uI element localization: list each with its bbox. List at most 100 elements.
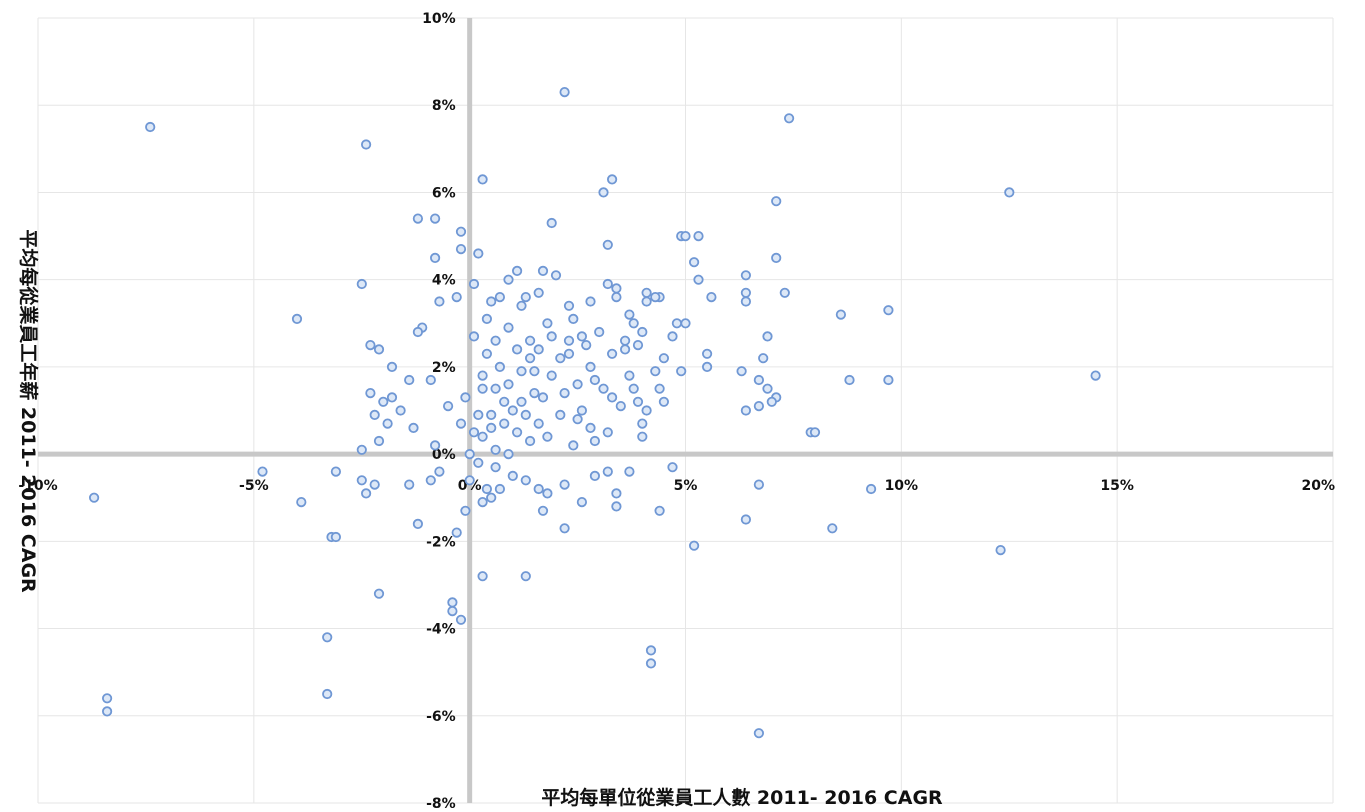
data-point (486, 422, 497, 433)
data-point (581, 339, 592, 351)
data-point (386, 361, 398, 372)
data-point (758, 353, 769, 364)
data-point (520, 409, 531, 420)
data-point (494, 291, 505, 303)
data-point (680, 231, 691, 242)
data-point (611, 488, 622, 499)
data-point (606, 348, 618, 359)
data-point (477, 174, 488, 185)
data-point (602, 239, 613, 250)
x-tick-label: 20% (1301, 478, 1335, 494)
data-point (546, 331, 557, 342)
data-point (546, 370, 557, 381)
data-point (322, 688, 333, 700)
data-point (585, 422, 596, 433)
y-axis-title: 平均每從業員工年薪 2011- 2016 CAGR (17, 229, 40, 593)
data-point (473, 409, 484, 420)
data-point (563, 348, 575, 359)
data-point (481, 313, 492, 324)
data-point (477, 496, 488, 508)
data-point (771, 196, 782, 207)
data-point (753, 400, 765, 412)
data-point (490, 335, 501, 346)
data-points (89, 87, 1101, 739)
data-point (481, 348, 492, 359)
data-point (559, 523, 570, 534)
data-point (693, 231, 704, 242)
data-point (468, 331, 480, 342)
data-point (464, 475, 475, 486)
data-point (598, 187, 609, 198)
data-point (632, 396, 644, 407)
data-point (468, 278, 480, 290)
data-point (537, 265, 549, 276)
data-point (447, 597, 458, 608)
data-point (676, 366, 687, 377)
data-point (356, 278, 367, 290)
data-point (779, 287, 790, 298)
data-point (481, 483, 492, 495)
data-point (753, 374, 765, 386)
data-point (740, 405, 752, 416)
data-point (559, 87, 570, 98)
data-point (641, 287, 652, 298)
data-point (883, 305, 894, 316)
y-tick-label: -4% (426, 622, 456, 638)
data-point (503, 448, 514, 460)
data-point (688, 257, 700, 268)
data-point (740, 270, 752, 281)
data-point (425, 374, 436, 386)
data-point (589, 374, 601, 386)
data-point (503, 322, 514, 333)
data-point (693, 274, 704, 285)
data-point (330, 531, 341, 543)
data-point (753, 728, 765, 739)
data-point (572, 379, 583, 390)
data-point (499, 418, 510, 429)
data-point (451, 527, 462, 538)
data-point (555, 409, 566, 420)
data-point (365, 387, 376, 399)
data-point (102, 693, 113, 704)
data-point (624, 370, 635, 381)
data-point (783, 113, 795, 124)
data-point (550, 270, 562, 281)
data-point (503, 274, 514, 285)
data-point (624, 466, 635, 477)
data-point (771, 252, 782, 263)
data-point (296, 496, 307, 508)
data-point (520, 571, 531, 582)
data-point (740, 287, 752, 298)
x-tick-label: 5% (674, 478, 698, 494)
data-point (360, 488, 372, 499)
data-point (619, 335, 631, 346)
data-point (753, 479, 765, 490)
data-point (486, 296, 497, 307)
data-point (680, 318, 691, 329)
data-point (611, 501, 622, 512)
data-point (844, 374, 855, 386)
data-point (412, 518, 423, 530)
grid (37, 17, 1334, 804)
data-point (429, 252, 441, 263)
data-point (486, 492, 497, 503)
data-point (490, 462, 501, 473)
data-point (503, 379, 514, 390)
data-point (490, 383, 501, 394)
data-point (559, 479, 570, 490)
data-point (654, 383, 665, 394)
data-point (628, 318, 639, 329)
data-point (762, 331, 773, 342)
data-point (563, 335, 575, 346)
data-point (373, 435, 385, 447)
data-point (373, 344, 385, 355)
data-point (542, 318, 553, 329)
data-point (490, 444, 501, 455)
data-point (455, 244, 467, 255)
data-point (429, 440, 441, 451)
data-point (102, 706, 113, 717)
data-point (360, 139, 372, 150)
x-tick-label: 10% (885, 478, 919, 494)
data-point (568, 440, 579, 451)
